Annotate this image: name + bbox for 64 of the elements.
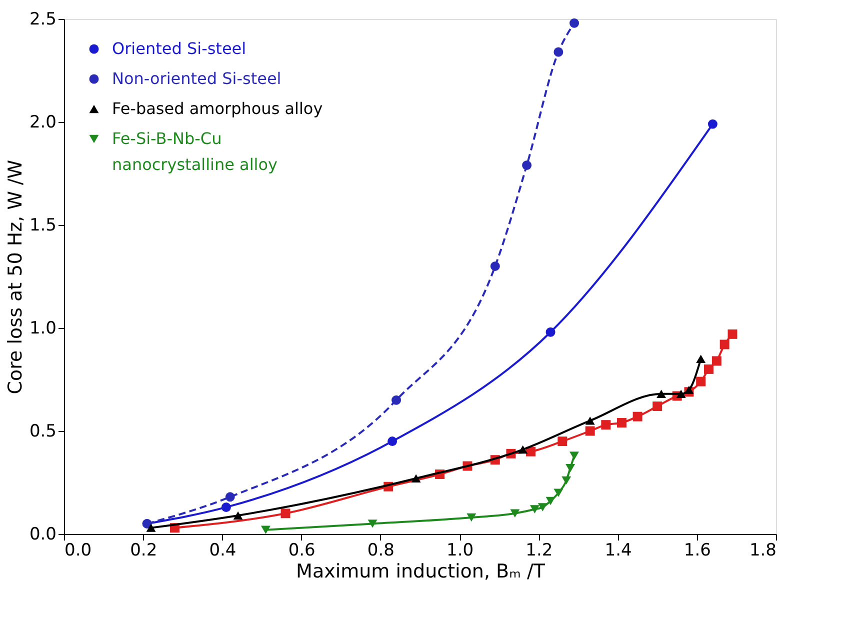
point xyxy=(684,386,694,394)
point xyxy=(712,356,722,366)
x-tick-label: 1.6 xyxy=(684,540,711,560)
legend-label: Non-oriented Si-steel xyxy=(112,69,282,88)
point xyxy=(562,476,572,485)
point xyxy=(518,445,528,454)
point xyxy=(280,508,290,518)
x-tick-label: 0.2 xyxy=(130,540,158,560)
point xyxy=(530,505,540,514)
y-tick-label: 1.5 xyxy=(29,216,56,236)
legend-label: Oriented Si-steel xyxy=(112,39,246,58)
point xyxy=(233,511,243,520)
x-tick-label: 0.6 xyxy=(288,540,316,560)
x-tick-label: 1.2 xyxy=(526,540,553,560)
point xyxy=(616,418,626,428)
point xyxy=(632,412,642,422)
point xyxy=(652,402,662,412)
point xyxy=(546,496,556,506)
point xyxy=(676,390,686,398)
point xyxy=(221,502,231,512)
point xyxy=(466,513,476,522)
x-tick-label: 0.4 xyxy=(209,540,236,560)
y-tick-label: 2.0 xyxy=(29,112,56,132)
point xyxy=(392,395,402,405)
point xyxy=(601,420,611,430)
point xyxy=(585,426,595,436)
x-tick-label: 1.0 xyxy=(446,540,474,560)
point xyxy=(411,474,421,482)
point xyxy=(656,390,666,398)
y-axis-title: Core loss at 50 Hz, W /W xyxy=(4,160,26,394)
x-tick-label: 1.8 xyxy=(749,540,776,560)
point xyxy=(510,509,520,518)
point xyxy=(546,327,556,337)
point xyxy=(554,488,564,497)
x-tick-label: 0.0 xyxy=(64,540,92,560)
legend-label: Fe-based amorphous alloy xyxy=(112,99,323,118)
point xyxy=(696,376,706,386)
point xyxy=(388,436,398,446)
point xyxy=(558,436,568,446)
point xyxy=(728,329,738,339)
x-axis-title: Maximum induction, Bₘ /T xyxy=(296,560,546,582)
point xyxy=(708,119,718,129)
point xyxy=(570,452,580,460)
y-tick-label: 1.0 xyxy=(29,318,56,338)
point xyxy=(704,364,714,374)
point xyxy=(570,18,580,28)
x-tick-label: 1.4 xyxy=(604,540,632,560)
x-tick-label: 0.8 xyxy=(367,540,394,560)
point xyxy=(146,524,156,532)
y-tick-label: 2.5 xyxy=(29,10,56,30)
point xyxy=(522,160,532,170)
point xyxy=(554,47,564,57)
point xyxy=(538,503,548,512)
point xyxy=(260,526,270,534)
point xyxy=(566,464,576,472)
point xyxy=(225,492,235,502)
point xyxy=(368,520,378,528)
point xyxy=(585,416,595,425)
y-tick-label: 0.5 xyxy=(29,422,56,442)
y-tick-label: 0.0 xyxy=(29,524,56,544)
point xyxy=(490,261,500,271)
point xyxy=(720,340,730,350)
legend-label: Fe-Si-B-Nb-Cu nanocrystalline alloy xyxy=(112,129,278,174)
point xyxy=(696,354,706,364)
